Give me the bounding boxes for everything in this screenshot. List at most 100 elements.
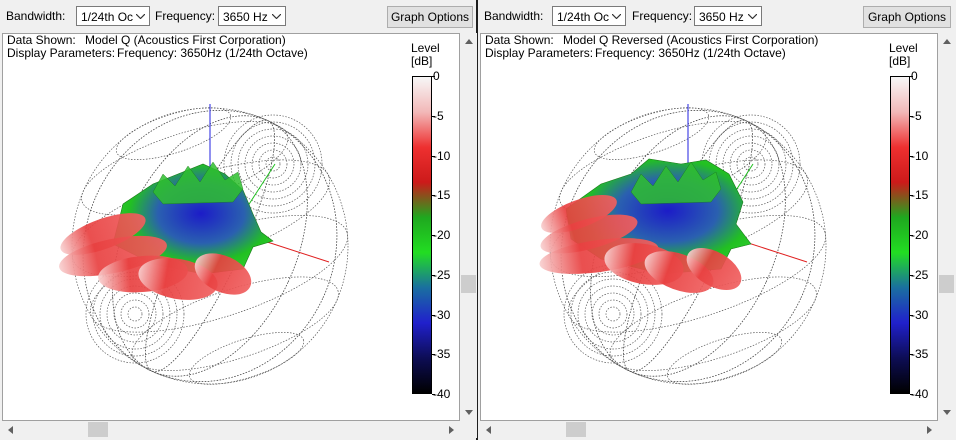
graph-options-button[interactable]: Graph Options xyxy=(387,6,473,28)
legend-tick-label: -10 xyxy=(911,148,929,163)
triangle-right-icon[interactable] xyxy=(921,421,938,438)
scroll-thumb[interactable] xyxy=(566,422,586,437)
legend-tick-mark xyxy=(432,76,435,77)
legend-unit: [dB] xyxy=(889,54,911,68)
legend-tick-label: 0 xyxy=(911,69,918,83)
legend-tick-mark xyxy=(432,274,435,276)
colormap-bar xyxy=(412,76,432,394)
frequency-value: 3650 Hz xyxy=(699,10,744,24)
legend-tick-label: -20 xyxy=(911,228,929,242)
legend-unit: [dB] xyxy=(411,54,433,68)
frequency-label: Frequency: xyxy=(155,9,216,23)
scroll-thumb[interactable] xyxy=(461,275,476,293)
horizontal-scrollbar[interactable] xyxy=(2,421,460,438)
scroll-thumb[interactable] xyxy=(88,422,108,437)
legend-tick-mark xyxy=(432,394,435,395)
legend-title: Level xyxy=(889,41,918,55)
legend-tick-mark xyxy=(910,76,913,77)
legend-tick-mark xyxy=(432,155,435,157)
bandwidth-label: Bandwidth: xyxy=(6,9,66,23)
legend-tick-mark xyxy=(910,115,913,117)
data-shown-label: Data Shown: xyxy=(485,33,554,47)
legend-tick-mark xyxy=(910,394,913,395)
vertical-scrollbar[interactable] xyxy=(460,33,477,421)
legend-tick-label: -5 xyxy=(911,108,922,123)
legend-tick-label: -10 xyxy=(433,148,451,163)
data-shown-line: Data Shown: Model Q Reversed (Acoustics F… xyxy=(485,34,818,47)
bandwidth-value: 1/24th Oct xyxy=(81,10,133,24)
triangle-up-icon[interactable] xyxy=(460,33,477,50)
directivity-balloon xyxy=(539,158,752,293)
legend-tick-mark xyxy=(910,195,913,197)
legend-tick-mark xyxy=(432,314,435,316)
data-shown-value: Model Q Reversed (Acoustics First Corpor… xyxy=(563,33,819,47)
frequency-value: 3650 Hz xyxy=(223,10,268,24)
frequency-select[interactable]: 3650 Hz xyxy=(218,6,286,26)
triangle-right-icon[interactable] xyxy=(443,421,460,438)
bandwidth-value: 1/24th Oct xyxy=(557,10,609,24)
graph-options-button[interactable]: Graph Options xyxy=(863,6,951,28)
legend-tick-mark xyxy=(432,235,435,236)
display-params-label: Display Parameters: xyxy=(7,46,116,60)
bandwidth-label: Bandwidth: xyxy=(484,9,544,23)
legend-tick-label: 0 xyxy=(433,69,440,83)
data-shown-label: Data Shown: xyxy=(7,33,76,47)
legend-tick-label: -25 xyxy=(433,267,451,282)
chevron-down-icon xyxy=(132,7,149,25)
legend-tick-label: -5 xyxy=(433,108,444,123)
directivity-balloon xyxy=(59,161,274,300)
balloon-panel-right: Bandwidth: 1/24th Oct Frequency: 3650 Hz… xyxy=(478,0,955,440)
legend-tick-label: -30 xyxy=(911,307,929,322)
legend-tick-mark xyxy=(910,274,913,276)
bandwidth-select[interactable]: 1/24th Oct xyxy=(552,6,626,26)
display-params-label: Display Parameters: xyxy=(485,46,594,60)
balloon-panel-left: Bandwidth: 1/24th Oct Frequency: 3650 Hz… xyxy=(0,0,477,440)
legend-tick-label: -35 xyxy=(433,347,451,362)
display-params-value: Frequency: 3650Hz (1/24th Octave) xyxy=(117,46,308,60)
chevron-down-icon xyxy=(744,7,761,25)
frequency-label: Frequency: xyxy=(632,9,693,23)
balloon-view[interactable]: Data Shown: Model Q (Acoustics First Corp… xyxy=(2,33,460,421)
frequency-select[interactable]: 3650 Hz xyxy=(694,6,762,26)
legend-tick-mark xyxy=(432,195,435,197)
legend-tick-label: -15 xyxy=(433,188,451,203)
balloon-plot xyxy=(539,104,827,385)
triangle-down-icon[interactable] xyxy=(938,404,955,421)
legend-tick-mark xyxy=(910,155,913,157)
legend-tick-mark xyxy=(910,235,913,236)
display-params-value: Frequency: 3650Hz (1/24th Octave) xyxy=(595,46,786,60)
legend-tick-label: -20 xyxy=(433,228,451,242)
display-params-line: Display Parameters: Frequency: 3650Hz (1/… xyxy=(7,47,308,60)
legend-tick-label: -40 xyxy=(911,387,929,401)
scroll-corner xyxy=(938,421,955,438)
legend-tick-label: -15 xyxy=(911,188,929,203)
scroll-thumb[interactable] xyxy=(939,275,954,293)
chevron-down-icon xyxy=(268,7,285,25)
scroll-corner xyxy=(460,421,477,438)
data-shown-value: Model Q (Acoustics First Corporation) xyxy=(85,33,286,47)
toolbar: Bandwidth: 1/24th Oct Frequency: 3650 Hz… xyxy=(0,0,476,32)
chevron-down-icon xyxy=(608,7,625,25)
vertical-scrollbar[interactable] xyxy=(938,33,955,421)
horizontal-scrollbar[interactable] xyxy=(480,421,938,438)
balloon-view[interactable]: Data Shown: Model Q Reversed (Acoustics F… xyxy=(480,33,938,421)
legend-tick-label: -40 xyxy=(433,387,451,401)
colormap-bar xyxy=(890,76,910,394)
legend-tick-mark xyxy=(432,354,435,356)
legend-tick-mark xyxy=(432,115,435,117)
legend-tick-mark xyxy=(910,314,913,316)
triangle-left-icon[interactable] xyxy=(480,421,497,438)
bandwidth-select[interactable]: 1/24th Oct xyxy=(76,6,150,26)
legend-tick-label: -30 xyxy=(433,307,451,322)
data-shown-line: Data Shown: Model Q (Acoustics First Corp… xyxy=(7,34,286,47)
legend-tick-mark xyxy=(910,354,913,356)
legend-tick-label: -25 xyxy=(911,267,929,282)
triangle-down-icon[interactable] xyxy=(460,404,477,421)
display-params-line: Display Parameters: Frequency: 3650Hz (1/… xyxy=(485,47,786,60)
legend-tick-label: -35 xyxy=(911,347,929,362)
triangle-up-icon[interactable] xyxy=(938,33,955,50)
balloon-plot xyxy=(59,104,349,385)
triangle-left-icon[interactable] xyxy=(2,421,19,438)
legend-title: Level xyxy=(411,41,440,55)
toolbar: Bandwidth: 1/24th Oct Frequency: 3650 Hz… xyxy=(478,0,954,32)
